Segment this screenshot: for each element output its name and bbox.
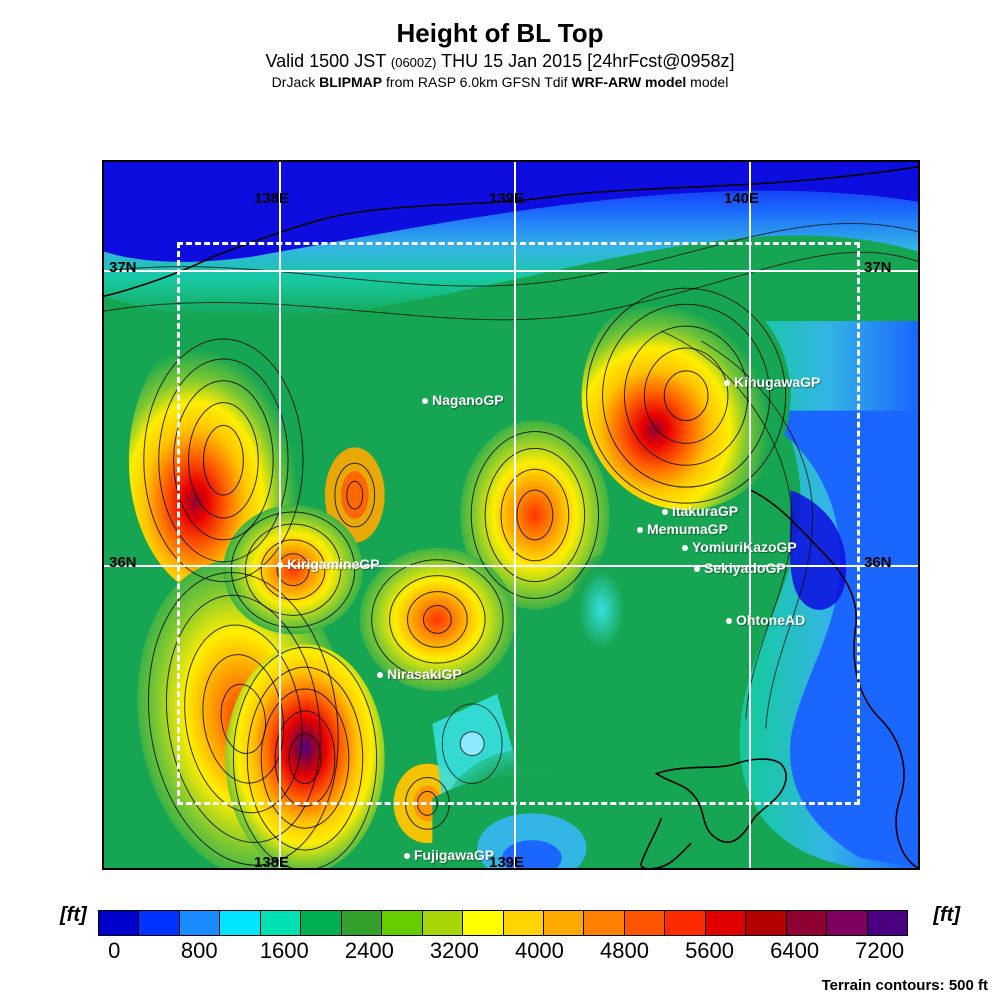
colorbar-gradient <box>98 910 908 936</box>
station-sekiyado[interactable]: SekiyadoGP <box>694 560 786 576</box>
lon-label-139E-bottom: 139E <box>489 854 524 870</box>
terrain-contour-label: Terrain contours: 500 ft <box>822 977 988 994</box>
station-kirigamine[interactable]: KirigamineGP <box>277 556 380 572</box>
lat-label-37N-left: 37N <box>109 259 137 276</box>
lat-label-36N-left: 36N <box>109 554 137 571</box>
station-fujigawa[interactable]: FujigawaGP <box>404 847 494 863</box>
station-kinugawa[interactable]: KinugawaGP <box>724 374 820 390</box>
page-title: Height of BL Top <box>0 18 1000 49</box>
colorbar-section: [ft] [ft] 0 800 1600 2400 3200 4000 4800… <box>60 900 960 970</box>
colorbar-ticks: 0 800 1600 2400 3200 4000 4800 5600 6400… <box>98 938 908 968</box>
subtitle-valid: Valid 1500 JST (0600Z) THU 15 Jan 2015 [… <box>0 51 1000 72</box>
lon-label-140E-top: 140E <box>724 190 759 207</box>
region-of-interest-box <box>177 242 860 805</box>
station-ohtone[interactable]: OhtoneAD <box>726 612 805 628</box>
station-nagano[interactable]: NaganoGP <box>422 392 504 408</box>
lat-label-37N-right: 37N <box>864 259 892 276</box>
station-itakura[interactable]: ItakuraGP <box>662 503 738 519</box>
station-memuma[interactable]: MemumaGP <box>637 521 728 537</box>
title-block: Height of BL Top Valid 1500 JST (0600Z) … <box>0 18 1000 90</box>
lon-label-138E-top: 138E <box>254 190 289 207</box>
lat-label-36N-right: 36N <box>864 554 892 571</box>
subtitle-model: DrJack BLIPMAP from RASP 6.0km GFSN Tdif… <box>0 74 1000 90</box>
colorbar-unit-right: [ft] <box>933 904 960 927</box>
station-nirasaki[interactable]: NirasakiGP <box>377 666 462 682</box>
lon-label-139E-top: 139E <box>489 190 524 207</box>
colorbar-unit-left: [ft] <box>60 904 87 927</box>
lon-label-138E-bottom: 138E <box>254 854 289 870</box>
contour-map: 138E 139E 140E 138E 139E 37N 36N 37N 36N… <box>102 160 920 870</box>
station-yomiurikazo[interactable]: YomiuriKazoGP <box>682 539 797 555</box>
